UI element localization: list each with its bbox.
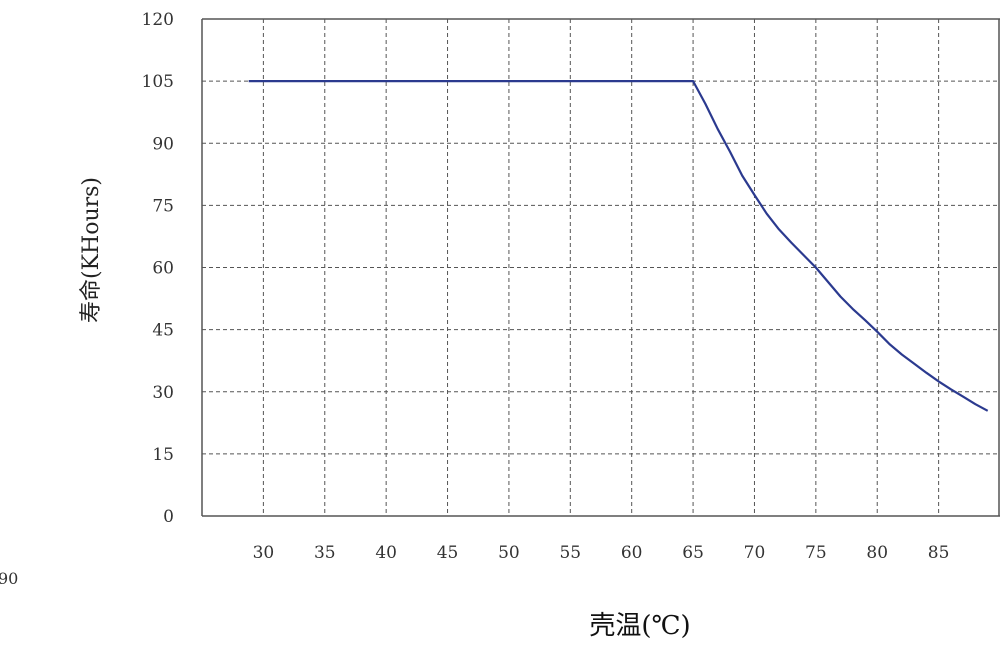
x-tick-label: 75 [805,543,827,563]
x-tick-label: 55 [559,543,581,563]
y-tick-labels: 0 15 30 45 60 75 90 105 120 [142,10,174,527]
y-tick-label: 75 [152,196,174,216]
x-tick-label: 70 [744,543,766,563]
x-tick-label: 30 [253,543,275,563]
plot-frame [201,18,1000,517]
x-tick-label: 50 [498,543,520,563]
stray-tick-label: 90 [0,569,18,588]
x-tick-label: 45 [437,543,459,563]
y-tick-label: 0 [163,507,174,527]
x-tick-label: 85 [928,543,950,563]
y-tick-label: 90 [152,134,174,154]
y-axis-label: 寿命(KHours) [79,177,104,323]
x-tick-label: 40 [375,543,397,563]
x-tick-label: 35 [314,543,336,563]
y-tick-label: 105 [142,72,174,92]
y-tick-label: 30 [152,383,174,403]
life-curve-line [248,79,989,412]
y-tick-label: 45 [152,321,174,341]
x-tick-label: 60 [621,543,643,563]
series-layer [248,79,989,412]
x-tick-label: 80 [866,543,888,563]
y-tick-label: 120 [142,10,174,30]
x-tick-labels: 30 35 40 45 50 55 60 65 70 75 80 85 [253,543,950,563]
grid [202,19,1000,516]
x-axis-label: 壳温(℃) [589,611,690,641]
y-tick-label: 15 [152,445,174,465]
x-tick-label: 65 [682,543,704,563]
y-tick-label: 60 [152,259,174,279]
